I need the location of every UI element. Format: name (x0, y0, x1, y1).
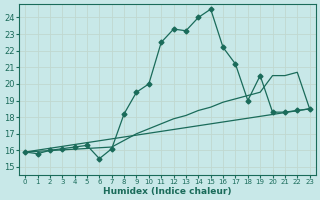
X-axis label: Humidex (Indice chaleur): Humidex (Indice chaleur) (103, 187, 232, 196)
